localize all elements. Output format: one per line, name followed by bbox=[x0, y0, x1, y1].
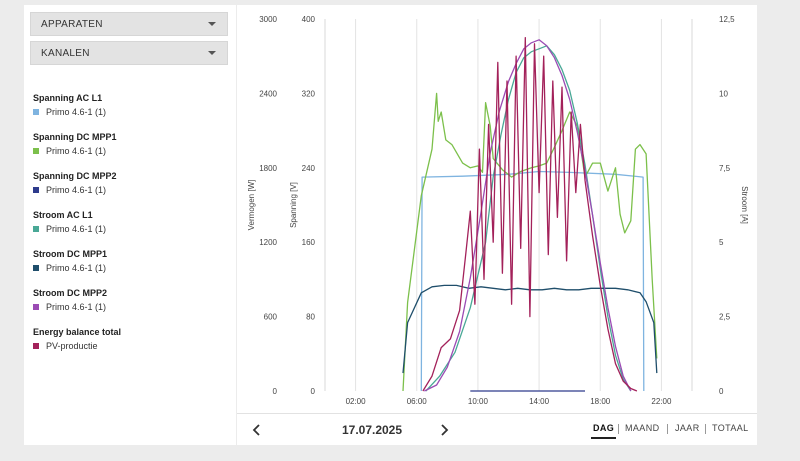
legend-item-label: Primo 4.6-1 (1) bbox=[46, 302, 107, 312]
legend-swatch bbox=[33, 109, 39, 115]
legend-title: Stroom DC MPP2 bbox=[33, 288, 108, 298]
next-day-button[interactable] bbox=[434, 420, 454, 440]
y-tick-label-current: 10 bbox=[719, 89, 728, 98]
y-tick-label-voltage: 160 bbox=[302, 238, 316, 247]
series-line-0 bbox=[420, 170, 645, 392]
legend-group: Stroom DC MPP1 Primo 4.6-1 (1) bbox=[33, 247, 233, 286]
y-tick-label-power: 1200 bbox=[259, 238, 277, 247]
x-tick-label: 14:00 bbox=[529, 397, 550, 406]
legend-item[interactable]: Primo 4.6-1 (1) bbox=[33, 183, 233, 197]
legend-item[interactable]: PV-productie bbox=[33, 339, 233, 353]
x-tick-label: 02:00 bbox=[346, 397, 367, 406]
previous-day-button[interactable] bbox=[247, 420, 267, 440]
series-line-4 bbox=[402, 284, 658, 374]
tab-dag[interactable]: DAG bbox=[590, 423, 617, 439]
x-tick-label: 18:00 bbox=[590, 397, 611, 406]
y-axis-title-voltage: Spanning [V] bbox=[289, 182, 298, 228]
y-tick-label-current: 5 bbox=[719, 238, 724, 247]
legend-item-label: Primo 4.6-1 (1) bbox=[46, 224, 107, 234]
legend-title: Spanning DC MPP1 bbox=[33, 132, 117, 142]
legend-group: Stroom AC L1 Primo 4.6-1 (1) bbox=[33, 208, 233, 247]
y-tick-label-current: 7,5 bbox=[719, 164, 731, 173]
y-tick-label-power: 3000 bbox=[259, 15, 277, 24]
y-tick-label-voltage: 80 bbox=[306, 313, 315, 322]
legend-item[interactable]: Primo 4.6-1 (1) bbox=[33, 105, 233, 119]
legend-swatch bbox=[33, 265, 39, 271]
legend-item-label: PV-productie bbox=[46, 341, 98, 351]
y-tick-label-voltage: 320 bbox=[302, 89, 316, 98]
tab-jaar[interactable]: JAAR bbox=[675, 423, 700, 433]
x-tick-label: 10:00 bbox=[468, 397, 489, 406]
legend-item-label: Primo 4.6-1 (1) bbox=[46, 263, 107, 273]
chevron-left-icon bbox=[252, 424, 260, 436]
legend-title: Spanning AC L1 bbox=[33, 93, 103, 103]
legend-swatch bbox=[33, 187, 39, 193]
y-tick-label-power: 0 bbox=[273, 387, 278, 396]
channels-dropdown[interactable]: KANALEN bbox=[30, 41, 228, 65]
legend-group: Spanning DC MPP2 Primo 4.6-1 (1) bbox=[33, 169, 233, 208]
current-date: 17.07.2025 bbox=[341, 423, 403, 437]
legend-item[interactable]: Primo 4.6-1 (1) bbox=[33, 144, 233, 158]
y-tick-label-current: 0 bbox=[719, 387, 724, 396]
chart-legend: Spanning AC L1 Primo 4.6-1 (1) Spanning DC… bbox=[33, 91, 233, 364]
legend-item-label: Primo 4.6-1 (1) bbox=[46, 146, 107, 156]
y-tick-label-power: 600 bbox=[264, 313, 278, 322]
series-line-6 bbox=[422, 36, 638, 392]
tab-separator bbox=[618, 424, 619, 434]
y-tick-label-voltage: 400 bbox=[302, 15, 316, 24]
y-tick-label-current: 2,5 bbox=[719, 313, 731, 322]
legend-title: Spanning DC MPP2 bbox=[33, 171, 117, 181]
chevron-down-icon bbox=[208, 51, 216, 55]
sidebar-panel: APPARATEN KANALEN Spanning AC L1 Primo 4.… bbox=[24, 5, 236, 445]
tab-totaal[interactable]: TOTAAL bbox=[712, 423, 749, 433]
series-line-1 bbox=[402, 92, 658, 392]
chevron-down-icon bbox=[208, 22, 216, 26]
tab-maand[interactable]: MAAND bbox=[625, 423, 660, 433]
line-chart: 02:00 06:00 10:00 14:00 18:00 22:00 0 0 0 600 80 2,… bbox=[247, 15, 749, 406]
legend-group: Spanning DC MPP1 Primo 4.6-1 (1) bbox=[33, 130, 233, 169]
y-tick-label-current: 12,5 bbox=[719, 15, 735, 24]
y-axis-title-current: Stroom [A] bbox=[740, 186, 749, 224]
divider bbox=[237, 413, 757, 414]
tab-separator bbox=[667, 424, 668, 434]
legend-item[interactable]: Primo 4.6-1 (1) bbox=[33, 261, 233, 275]
legend-swatch bbox=[33, 148, 39, 154]
legend-item-label: Primo 4.6-1 (1) bbox=[46, 107, 107, 117]
y-tick-label-voltage: 0 bbox=[311, 387, 316, 396]
legend-swatch bbox=[33, 343, 39, 349]
y-tick-label-voltage: 240 bbox=[302, 164, 316, 173]
legend-group: Energy balance total PV-productie bbox=[33, 325, 233, 364]
legend-item-label: Primo 4.6-1 (1) bbox=[46, 185, 107, 195]
legend-item[interactable]: Primo 4.6-1 (1) bbox=[33, 222, 233, 236]
legend-title: Energy balance total bbox=[33, 327, 122, 337]
chevron-right-icon bbox=[441, 424, 449, 436]
x-tick-label: 22:00 bbox=[651, 397, 672, 406]
devices-dropdown[interactable]: APPARATEN bbox=[30, 12, 228, 36]
legend-swatch bbox=[33, 304, 39, 310]
tab-separator bbox=[705, 424, 706, 434]
channels-dropdown-label: KANALEN bbox=[41, 48, 90, 59]
legend-group: Stroom DC MPP2 Primo 4.6-1 (1) bbox=[33, 286, 233, 325]
legend-title: Stroom AC L1 bbox=[33, 210, 93, 220]
y-tick-label-power: 2400 bbox=[259, 89, 277, 98]
devices-dropdown-label: APPARATEN bbox=[41, 19, 103, 30]
legend-group: Spanning AC L1 Primo 4.6-1 (1) bbox=[33, 91, 233, 130]
y-tick-label-power: 1800 bbox=[259, 164, 277, 173]
legend-title: Stroom DC MPP1 bbox=[33, 249, 108, 259]
chart-panel: 02:00 06:00 10:00 14:00 18:00 22:00 0 0 0 600 80 2,… bbox=[237, 5, 757, 445]
legend-item[interactable]: Primo 4.6-1 (1) bbox=[33, 300, 233, 314]
legend-swatch bbox=[33, 226, 39, 232]
series-line-5 bbox=[424, 39, 632, 392]
x-tick-label: 06:00 bbox=[407, 397, 428, 406]
y-axis-title-power: Vermogen [W] bbox=[247, 180, 256, 231]
